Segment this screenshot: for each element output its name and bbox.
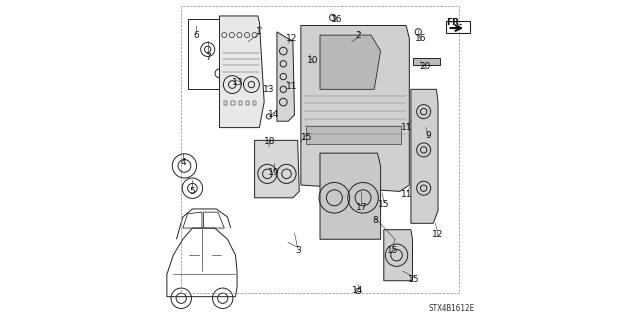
Bar	[188, 19, 224, 89]
Bar	[446, 21, 470, 33]
Polygon shape	[320, 35, 381, 89]
Text: 12: 12	[285, 34, 297, 43]
Text: 5: 5	[189, 187, 195, 196]
Text: 9: 9	[426, 131, 431, 140]
Text: 1: 1	[256, 27, 262, 36]
Bar	[232, 101, 235, 105]
Text: FR.: FR.	[445, 18, 462, 27]
Bar	[246, 101, 249, 105]
Text: 20: 20	[420, 63, 431, 71]
Polygon shape	[220, 16, 264, 128]
Polygon shape	[255, 140, 300, 198]
Text: 3: 3	[295, 246, 301, 255]
Text: 4: 4	[180, 158, 186, 167]
Text: 10: 10	[307, 56, 319, 65]
Polygon shape	[384, 230, 413, 281]
Bar	[224, 101, 227, 105]
Text: 14: 14	[352, 286, 364, 295]
Text: 16: 16	[415, 34, 426, 43]
Text: 15: 15	[301, 133, 312, 142]
Text: 15: 15	[408, 275, 419, 284]
Text: STX4B1612E: STX4B1612E	[428, 304, 475, 313]
Text: 2: 2	[355, 31, 361, 40]
Polygon shape	[277, 32, 294, 121]
Bar	[181, 6, 459, 293]
Text: 15: 15	[387, 246, 398, 255]
Bar	[306, 126, 401, 144]
Text: 7: 7	[205, 53, 211, 62]
Polygon shape	[320, 153, 381, 239]
Text: 14: 14	[268, 110, 280, 119]
Text: 18: 18	[264, 137, 275, 146]
Text: 13: 13	[262, 85, 274, 94]
Text: 8: 8	[372, 216, 378, 225]
Text: 17: 17	[356, 203, 367, 212]
Text: 11: 11	[401, 190, 413, 199]
Text: 13: 13	[232, 78, 243, 87]
Text: 19: 19	[268, 168, 280, 177]
Text: 11: 11	[285, 82, 297, 91]
Text: 16: 16	[331, 15, 342, 24]
Text: 11: 11	[401, 123, 413, 132]
Text: 6: 6	[193, 31, 199, 40]
Bar	[239, 101, 242, 105]
Bar	[413, 58, 440, 65]
Bar	[253, 101, 256, 105]
Polygon shape	[301, 26, 410, 191]
Text: 15: 15	[378, 200, 390, 209]
Polygon shape	[411, 89, 438, 223]
Text: 12: 12	[433, 230, 444, 239]
